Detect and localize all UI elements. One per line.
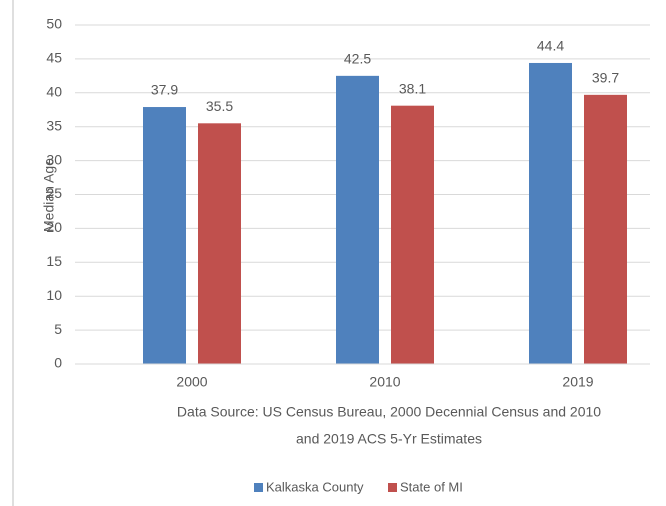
legend-swatch <box>254 483 263 492</box>
legend-label: State of MI <box>400 479 463 494</box>
x-tick-label: 2010 <box>369 374 400 390</box>
y-tick-label: 5 <box>54 321 62 337</box>
bar <box>143 107 186 365</box>
bar <box>529 62 572 365</box>
y-tick-label: 0 <box>54 355 62 371</box>
legend-label: Kalkaska County <box>266 479 364 494</box>
legend-swatch <box>388 483 397 492</box>
y-tick-label: 15 <box>46 253 62 269</box>
y-tick-label: 20 <box>46 219 62 235</box>
y-tick-label: 35 <box>46 117 62 133</box>
data-label: 37.9 <box>151 82 178 98</box>
source-note: and 2019 ACS 5-Yr Estimates <box>296 431 482 447</box>
y-axis-label: Median Age <box>41 158 57 232</box>
y-tick-label: 25 <box>46 185 62 201</box>
bar <box>391 105 434 364</box>
x-tick-label: 2000 <box>176 374 207 390</box>
y-tick-label: 40 <box>46 84 62 100</box>
data-label: 39.7 <box>592 70 619 86</box>
bar <box>584 94 627 365</box>
y-tick-label: 50 <box>46 16 62 32</box>
bar <box>336 75 379 364</box>
source-note: Data Source: US Census Bureau, 2000 Dece… <box>177 404 601 420</box>
data-label: 38.1 <box>399 80 426 96</box>
data-label: 44.4 <box>537 38 564 54</box>
y-tick-label: 30 <box>46 151 62 167</box>
data-label: 35.5 <box>206 98 233 114</box>
y-tick-label: 45 <box>46 50 62 66</box>
x-tick-label: 2019 <box>562 374 593 390</box>
data-label: 42.5 <box>344 51 371 67</box>
y-tick-label: 10 <box>46 287 62 303</box>
bar <box>198 123 241 364</box>
